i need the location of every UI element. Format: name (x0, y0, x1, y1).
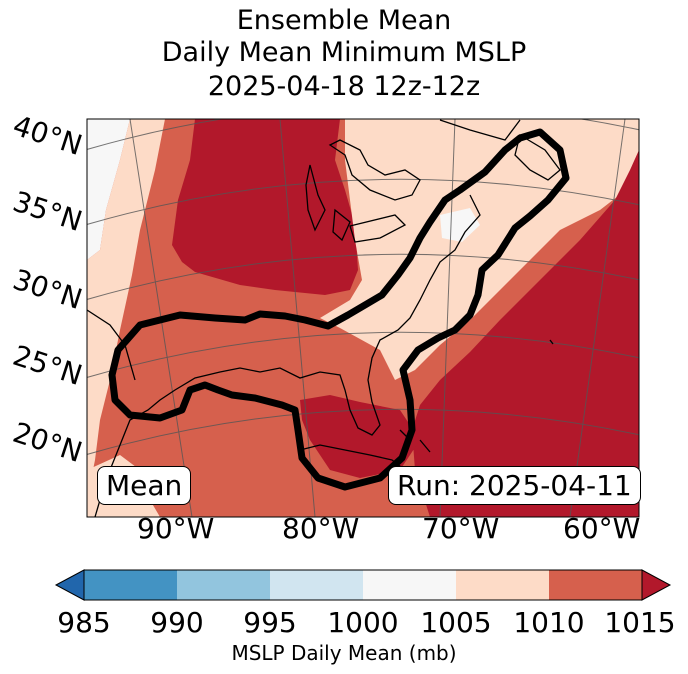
colorbar-tick: 1010 (513, 606, 585, 639)
mslp-field-1000-1005-west (87, 119, 130, 260)
colorbar-extend-high (641, 569, 672, 601)
mslp-contour (108, 128, 570, 491)
colorbar-segment (270, 570, 363, 600)
lon-label-90w: 90°W (137, 512, 215, 545)
colorbar-tick: 1005 (420, 606, 492, 639)
title-line-3: 2025-04-18 12z-12z (207, 71, 481, 102)
colorbar-tick: 990 (150, 606, 204, 639)
mslp-field-1015-gulf (300, 395, 420, 478)
title-line-1: Ensemble Mean (236, 5, 452, 36)
map-frame (86, 118, 640, 518)
title-line-2: Daily Mean Minimum MSLP (161, 37, 527, 68)
graticule (87, 119, 639, 517)
colorbar-tick: 1000 (327, 606, 399, 639)
colorbar-label: MSLP Daily Mean (mb) (231, 641, 457, 665)
lon-label-60w: 60°W (563, 512, 641, 545)
mslp-field-1005-1010-west (87, 119, 165, 500)
mslp-field-1015-northwest (172, 119, 358, 295)
colorbar-segment (549, 570, 642, 600)
mean-label: Mean (97, 466, 192, 505)
colorbar-extend-low (54, 569, 85, 601)
colorbar-segment (363, 570, 456, 600)
colorbar-tick: 985 (57, 606, 111, 639)
mslp-field-1000-1005-east (440, 208, 480, 242)
colorbar-segment (456, 570, 549, 600)
run-date-label: Run: 2025-04-11 (388, 466, 641, 505)
colorbar-segment (84, 570, 177, 600)
colorbar (54, 569, 672, 601)
colorbar-tick: 1015 (604, 606, 676, 639)
lon-label-80w: 80°W (282, 512, 360, 545)
lon-label-70w: 70°W (422, 512, 500, 545)
colorbar-tick: 995 (243, 606, 297, 639)
colorbar-segment (177, 570, 270, 600)
